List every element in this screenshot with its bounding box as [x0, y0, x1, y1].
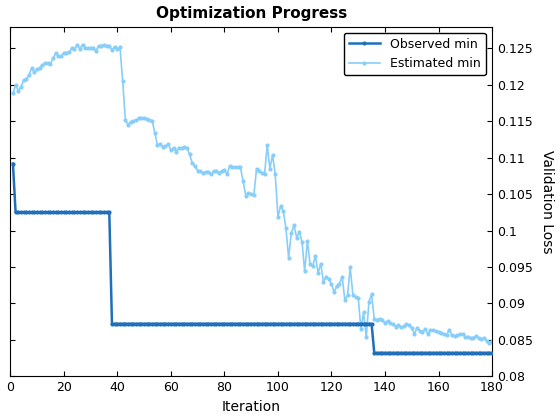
Estimated min — [66, 50, 72, 55]
Legend: Observed min, Estimated min: Observed min, Estimated min — [344, 33, 486, 75]
Estimated min — [475, 336, 482, 341]
Observed min — [489, 351, 496, 356]
Observed min — [17, 210, 24, 215]
Estimated min — [17, 84, 24, 89]
Line: Observed min: Observed min — [10, 161, 495, 356]
Estimated min — [10, 91, 16, 96]
Line: Estimated min: Estimated min — [10, 42, 495, 346]
Estimated min — [111, 44, 118, 49]
Estimated min — [489, 338, 496, 343]
Observed min — [66, 210, 72, 215]
Estimated min — [79, 42, 86, 47]
Title: Optimization Progress: Optimization Progress — [156, 6, 347, 21]
Observed min — [109, 321, 115, 326]
Observed min — [438, 351, 445, 356]
Y-axis label: Validation Loss: Validation Loss — [540, 150, 554, 253]
X-axis label: Iteration: Iteration — [222, 400, 281, 414]
Observed min — [371, 351, 377, 356]
Observed min — [475, 351, 482, 356]
Estimated min — [486, 341, 493, 346]
Observed min — [10, 161, 16, 166]
Observed min — [192, 321, 198, 326]
Estimated min — [438, 330, 445, 335]
Estimated min — [194, 168, 201, 173]
